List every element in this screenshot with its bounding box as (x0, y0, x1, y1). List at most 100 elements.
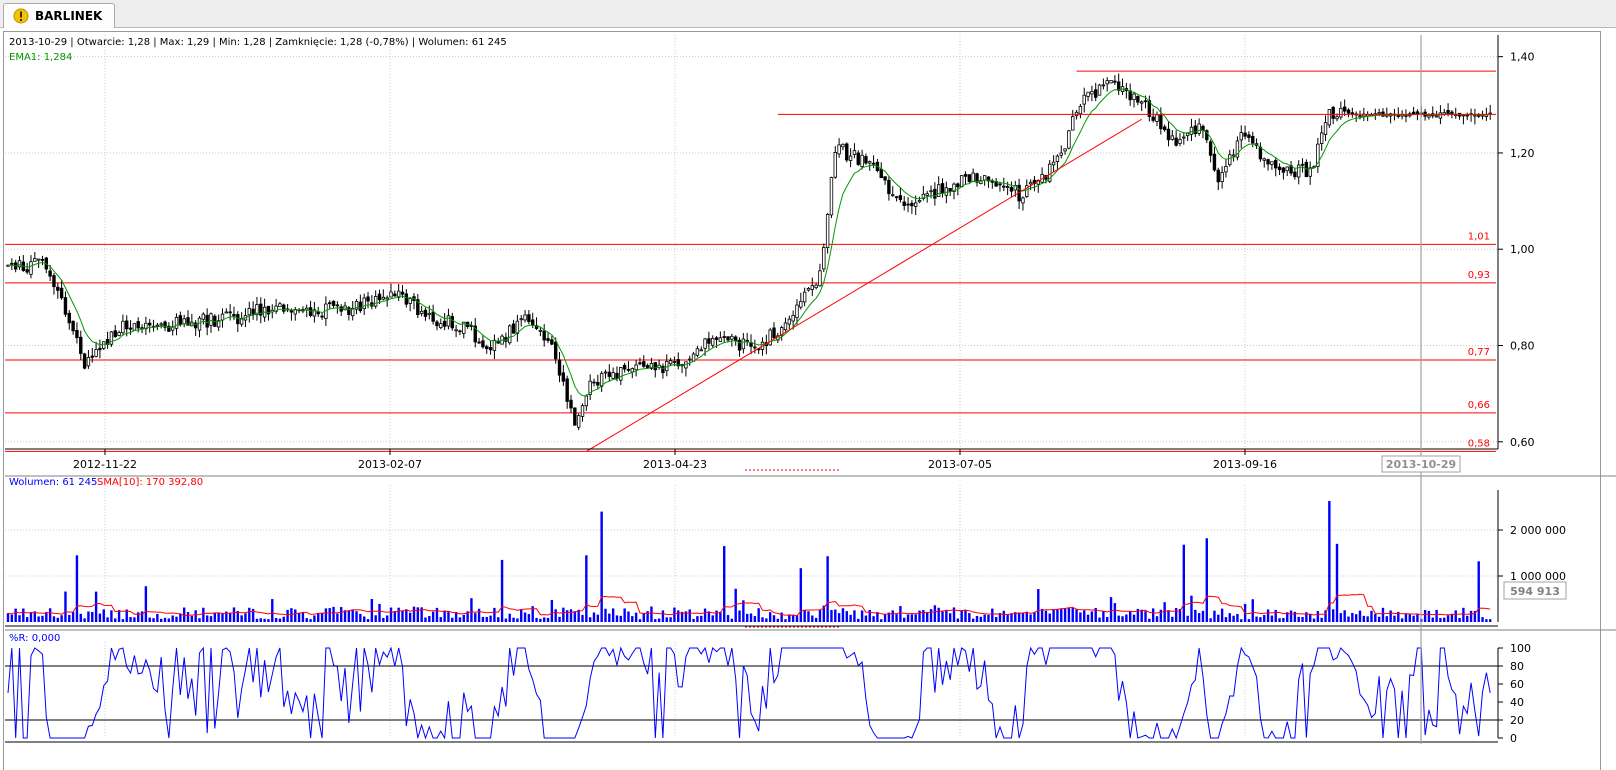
volume-bar (405, 609, 408, 622)
candle-body (1009, 187, 1014, 192)
volume-bar (68, 614, 71, 622)
chart-frame[interactable] (3, 31, 1616, 770)
volume-bar (1014, 612, 1017, 622)
volume-bar (1090, 611, 1094, 622)
candle-body (768, 329, 772, 346)
ema-line (7, 88, 1491, 397)
candle-body (312, 309, 317, 317)
volume-bar (1485, 619, 1488, 622)
volume-bar (1190, 595, 1193, 622)
candle-body (125, 320, 129, 330)
candle-body (952, 183, 956, 192)
candle-body (79, 336, 83, 354)
volume-bar (818, 610, 822, 622)
volume-bar (657, 618, 661, 622)
volume-bar (1048, 613, 1051, 622)
candle-body (1193, 125, 1197, 135)
volume-bar (1427, 610, 1431, 622)
horizontal-levels: 1,01 0,93 0,77 0,66 0,58 (5, 231, 1496, 452)
price-label: 1,00 (1510, 243, 1535, 256)
volume-bar (523, 612, 527, 622)
volume-bar (209, 616, 213, 622)
volume-bar (707, 611, 711, 622)
volume-bar (1217, 614, 1220, 622)
candle-body (98, 347, 102, 351)
volume-bar (1266, 609, 1270, 622)
volume-bar (156, 614, 159, 622)
volume-bar (971, 618, 975, 622)
candle-body (33, 258, 37, 262)
volume-bar (267, 619, 270, 622)
volume-bar (114, 618, 117, 622)
chart-scroll-strip[interactable] (1600, 31, 1616, 770)
volume-bar (462, 614, 465, 622)
tab-barlinek[interactable]: BARLINEK (3, 3, 116, 28)
candle-body (109, 331, 114, 345)
volume-bar (1159, 609, 1163, 622)
volume-bar (550, 600, 554, 622)
volume-bar (351, 609, 354, 622)
candle-body (971, 172, 975, 182)
candle-body (1331, 106, 1335, 119)
volume-bar (202, 607, 205, 622)
candle-body (1151, 116, 1155, 121)
volume-bar (1435, 609, 1438, 622)
candle-body (1216, 169, 1220, 183)
volume-bar (152, 618, 155, 622)
volume-bar (274, 617, 278, 622)
sma-info: SMA[10]: 170 392,80 (97, 477, 203, 488)
candle-body (891, 194, 895, 197)
wr-info: %R: 0,000 (9, 633, 60, 644)
volume-bar (179, 613, 182, 622)
candle-body (795, 304, 799, 319)
volume-bar (125, 609, 128, 622)
candle-body (167, 325, 171, 332)
candle-body (1438, 112, 1443, 119)
volume-bar (428, 616, 431, 622)
volume-bar (776, 618, 780, 622)
volume-bar (148, 617, 151, 622)
cursor-volume-label: 594 913 (1510, 585, 1560, 598)
candle-body (1281, 167, 1286, 173)
volume-bar (799, 568, 803, 622)
trend-lines (586, 70, 1496, 452)
volume-bar (186, 612, 190, 622)
cursor-date-box (1381, 455, 1461, 473)
volume-bar (424, 617, 427, 622)
volume-bar (431, 611, 435, 622)
volume-bar (1462, 607, 1465, 622)
candle-body (634, 364, 638, 371)
volume-bar (1029, 614, 1032, 622)
volume-bar (1178, 608, 1182, 622)
candle-body (806, 288, 811, 291)
volume-bar (1167, 610, 1170, 622)
candle-body (442, 320, 447, 327)
candle-body (75, 330, 79, 339)
volume-bar (366, 619, 370, 622)
volume-bar (110, 610, 113, 622)
volume-bar (1121, 616, 1124, 622)
volume-bar (608, 613, 611, 622)
candle-body (898, 195, 903, 201)
candles (6, 73, 1492, 431)
volume-bar (332, 606, 335, 622)
volume-bar (328, 608, 331, 622)
price-label: 0,80 (1510, 340, 1535, 353)
candle-body (404, 293, 409, 305)
volume-bar (642, 613, 645, 622)
volume-bar (221, 613, 224, 622)
volume-bar (160, 618, 163, 622)
volume-bar (447, 611, 450, 622)
candle-body (914, 202, 918, 207)
candle-body (1293, 171, 1297, 178)
volume-bar (33, 611, 37, 622)
volume-bar (1201, 610, 1205, 622)
candle-body (1239, 132, 1243, 141)
candle-body (381, 296, 386, 300)
volume-bar (1466, 615, 1469, 622)
candle-body (1113, 80, 1117, 83)
candle-body (350, 308, 355, 317)
volume-bar (244, 613, 247, 622)
candle-body (592, 381, 596, 384)
